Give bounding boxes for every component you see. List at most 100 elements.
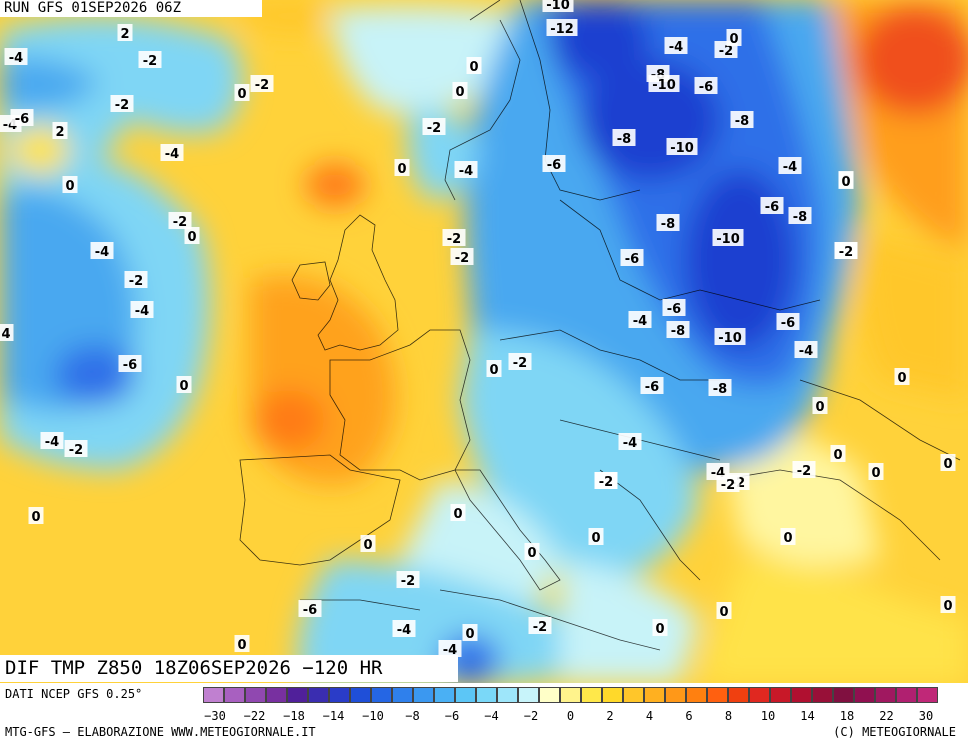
contour-value-label: -2 <box>594 472 618 490</box>
svg-text:0: 0 <box>489 363 498 378</box>
contour-value-label: 0 <box>360 535 376 553</box>
legend-swatch <box>917 687 938 703</box>
legend-tick-label: −22 <box>243 709 266 723</box>
legend-swatch <box>791 687 812 703</box>
legend-swatch <box>476 687 497 703</box>
contour-value-label: -4 <box>160 144 184 162</box>
legend-tick-label: −6 <box>444 709 460 723</box>
svg-text:0: 0 <box>397 162 406 177</box>
contour-value-label: 2 <box>117 24 133 42</box>
legend-tick-label: 14 <box>800 709 815 723</box>
contour-value-label: -10 <box>648 75 680 93</box>
svg-text:-6: -6 <box>645 380 659 395</box>
contour-value-label: -4 <box>794 341 818 359</box>
contour-value-label: 0 <box>176 376 192 394</box>
svg-text:-4: -4 <box>9 51 23 66</box>
legend-tick-label: −8 <box>405 709 420 723</box>
contour-value-label: 0 <box>812 397 828 415</box>
legend-tick-label: 0 <box>566 709 575 723</box>
contour-value-label: -2 <box>110 95 134 113</box>
svg-text:2: 2 <box>55 125 64 140</box>
contour-value-label: -2 <box>124 271 148 289</box>
legend-swatch <box>224 687 245 703</box>
legend-swatch <box>623 687 644 703</box>
contour-value-label: -6 <box>542 155 566 173</box>
contour-value-label: -2 <box>138 51 162 69</box>
legend-swatch <box>497 687 518 703</box>
svg-text:-2: -2 <box>143 54 157 69</box>
legend-tick-label: 18 <box>839 709 855 723</box>
svg-text:-2: -2 <box>173 215 187 230</box>
contour-value-label: -6 <box>694 77 718 95</box>
svg-text:-10: -10 <box>670 141 694 156</box>
contour-label-layer: 2-4 -2-2-20-4-62-40-20-4-2-44-60-4-2000-2… <box>0 0 956 658</box>
footer-copyright: (C) METEOGIORNALE <box>833 725 956 739</box>
contour-value-label: 0 <box>868 463 884 481</box>
contour-value-label: -4 <box>618 433 642 451</box>
svg-text:0: 0 <box>943 599 952 614</box>
contour-value-label: 0 <box>184 227 200 245</box>
svg-text:-8: -8 <box>671 324 685 339</box>
legend-swatch <box>203 687 224 703</box>
svg-text:0: 0 <box>31 510 40 525</box>
legend-swatch <box>728 687 749 703</box>
legend-tick-label: −4 <box>484 709 499 723</box>
legend-swatch <box>896 687 917 703</box>
svg-text:-12: -12 <box>550 22 574 37</box>
contour-value-label: 0 <box>28 507 44 525</box>
svg-text:-4: -4 <box>397 623 411 638</box>
svg-text:-6: -6 <box>625 252 639 267</box>
svg-text:-2: -2 <box>69 443 83 458</box>
svg-text:-2: -2 <box>115 98 129 113</box>
svg-text:-10: -10 <box>652 78 676 93</box>
svg-text:-6: -6 <box>123 358 137 373</box>
contour-value-label: -2 <box>422 118 446 136</box>
svg-text:0: 0 <box>453 507 462 522</box>
svg-text:-6: -6 <box>765 200 779 215</box>
contour-value-label: -4 <box>438 640 462 658</box>
run-label: RUN GFS 01SEP2026 06Z <box>0 0 262 17</box>
contour-value-label: -2 <box>64 440 88 458</box>
svg-text:0: 0 <box>465 627 474 642</box>
contour-value-label: -8 <box>612 129 636 147</box>
contour-value-label: 0 <box>894 368 910 386</box>
svg-text:-2: -2 <box>513 356 527 371</box>
contour-value-label: -4 <box>4 48 28 66</box>
contour-value-label: 2 <box>52 122 68 140</box>
contour-value-label: -10 <box>542 0 574 13</box>
svg-text:-2: -2 <box>839 245 853 260</box>
svg-text:0: 0 <box>237 87 246 102</box>
contour-value-label: 0 <box>652 619 668 637</box>
map-canvas: 2-4 -2-2-20-4-62-40-20-4-2-44-60-4-2000-2… <box>0 0 968 683</box>
legend-swatch <box>371 687 392 703</box>
legend-tick-label: −18 <box>283 709 305 723</box>
legend-swatch <box>329 687 350 703</box>
legend-tick-label: −30 <box>204 709 226 723</box>
contour-value-label: 0 <box>462 624 478 642</box>
svg-text:0: 0 <box>943 457 952 472</box>
svg-text:0: 0 <box>719 605 728 620</box>
svg-text:-6: -6 <box>781 316 795 331</box>
contour-value-label: -6 <box>662 299 686 317</box>
svg-text:-10: -10 <box>716 232 740 247</box>
legend-swatch <box>686 687 707 703</box>
svg-text:0: 0 <box>179 379 188 394</box>
svg-text:-2: -2 <box>455 251 469 266</box>
svg-text:-2: -2 <box>129 274 143 289</box>
svg-text:-2: -2 <box>721 478 735 493</box>
svg-text:-4: -4 <box>135 304 149 319</box>
contour-value-label: -12 <box>546 19 578 37</box>
contour-value-label: -2 <box>396 571 420 589</box>
legend-tick-label: 6 <box>685 709 693 723</box>
svg-text:-2: -2 <box>255 78 269 93</box>
data-source-label: DATI NCEP GFS 0.25° <box>5 687 143 701</box>
legend-swatch <box>602 687 623 703</box>
contour-value-label: 0 <box>716 602 732 620</box>
contour-value-label: -6 <box>776 313 800 331</box>
svg-text:-4: -4 <box>45 435 59 450</box>
svg-text:-2: -2 <box>599 475 613 490</box>
coastlines <box>239 0 961 651</box>
svg-text:0: 0 <box>527 546 536 561</box>
svg-text:0: 0 <box>591 531 600 546</box>
legend-swatch <box>707 687 728 703</box>
